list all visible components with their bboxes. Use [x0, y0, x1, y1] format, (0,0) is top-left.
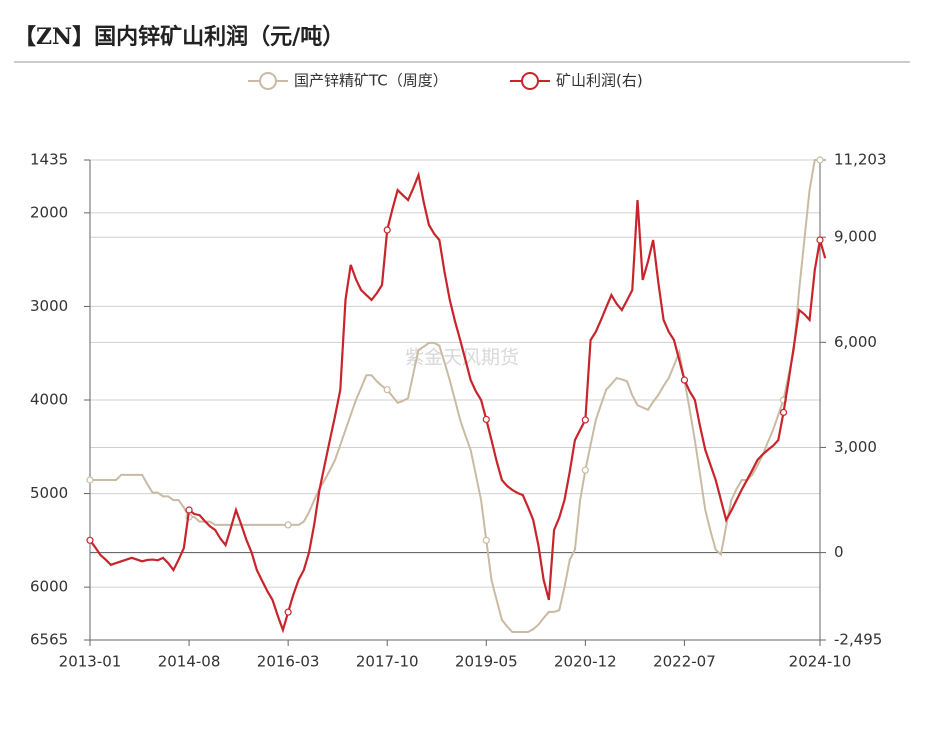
series-marker	[383, 386, 391, 394]
x-tick-label: 2022-07	[653, 653, 716, 671]
series-marker	[816, 156, 824, 164]
series-line	[90, 159, 826, 634]
series-marker	[383, 226, 391, 234]
x-tick-label: 2019-05	[455, 653, 518, 671]
y-tick-label: 6000	[30, 578, 68, 596]
series-marker	[284, 521, 292, 529]
series-marker	[482, 536, 490, 544]
y2-tick-label: 6,000	[834, 333, 877, 351]
y-tick-label: 3000	[30, 297, 68, 315]
legend-label: 矿山利润(右)	[556, 72, 643, 90]
x-tick-label: 2020-12	[554, 653, 617, 671]
x-tick-label: 2016-03	[257, 653, 320, 671]
series-marker	[284, 608, 292, 616]
y2-tick-label: 9,000	[834, 228, 877, 246]
legend-marker	[259, 72, 277, 90]
series-marker	[86, 476, 94, 484]
y2-tick-label: 3,000	[834, 438, 877, 456]
y-tick-label: 6565	[30, 631, 68, 649]
legend-marker	[521, 72, 539, 90]
y2-tick-label: 0	[834, 543, 844, 561]
y-tick-label: 5000	[30, 484, 68, 502]
series-marker	[816, 236, 824, 244]
series-marker	[581, 466, 589, 474]
y2-tick-label: -2,495	[834, 631, 882, 649]
x-tick-label: 2024-10	[789, 653, 852, 671]
chart-title: 【ZN】国内锌矿山利润（元/吨）	[14, 24, 344, 50]
series-marker	[680, 376, 689, 384]
series-marker	[482, 415, 490, 424]
series-line	[89, 171, 827, 634]
legend-label: 国产锌精矿TC（周度）	[294, 72, 448, 90]
y-tick-label: 2000	[30, 203, 68, 221]
series-marker	[86, 536, 94, 544]
series-marker	[185, 506, 193, 514]
watermark: 紫金天风期货	[405, 347, 519, 369]
x-tick-label: 2013-01	[59, 653, 122, 671]
y2-tick-label: 11,203	[834, 151, 887, 169]
x-tick-label: 2014-08	[158, 653, 221, 671]
y-tick-label: 4000	[30, 391, 68, 409]
series-marker	[581, 416, 589, 424]
x-tick-label: 2017-10	[356, 653, 419, 671]
y-tick-label: 1435	[30, 151, 68, 169]
series-marker	[779, 408, 788, 417]
